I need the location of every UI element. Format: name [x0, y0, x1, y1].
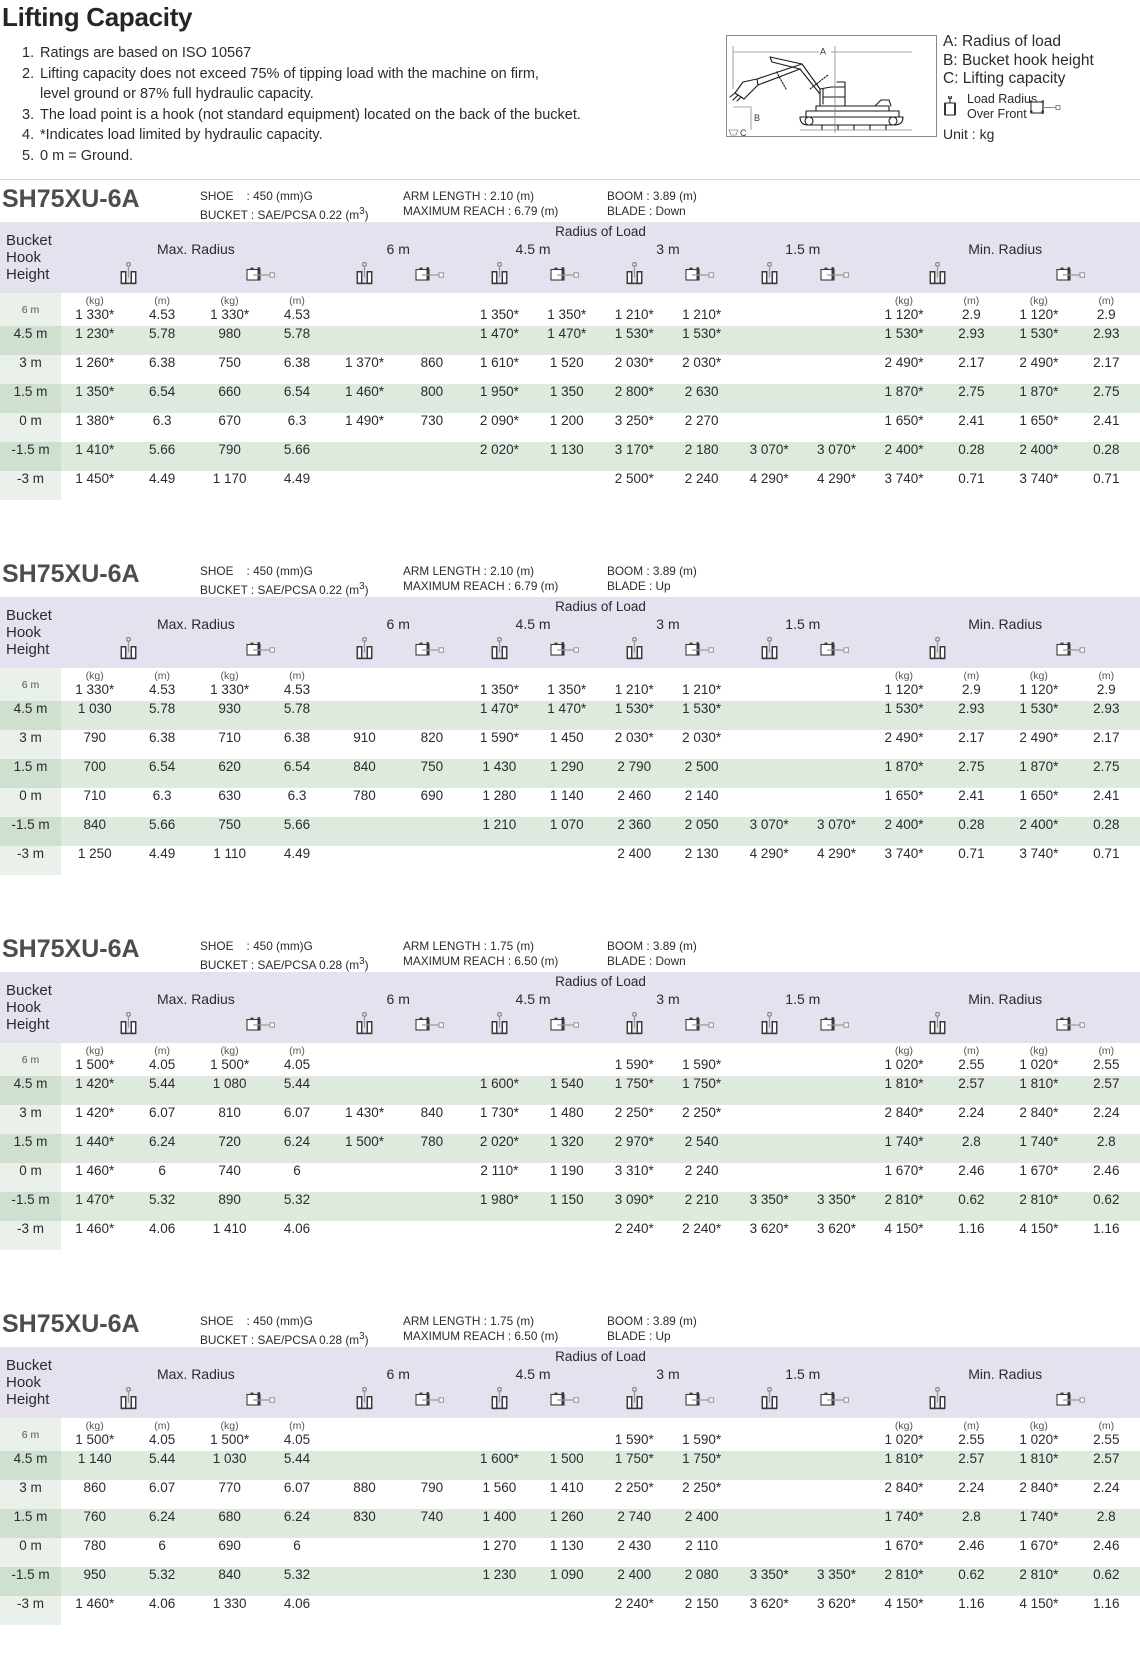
- svg-text:A: A: [820, 47, 826, 57]
- svg-text:B: B: [754, 113, 760, 123]
- svg-text:C: C: [740, 128, 747, 138]
